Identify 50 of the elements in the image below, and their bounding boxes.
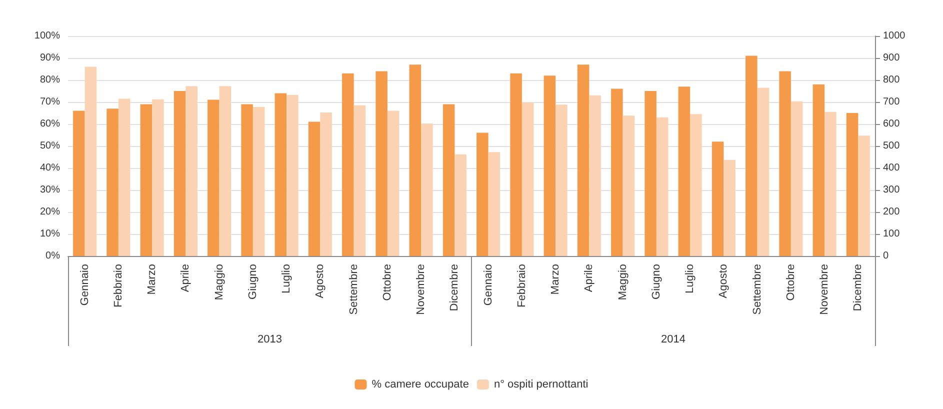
x-tick-label: Dicembre xyxy=(448,264,461,312)
x-tick-label: Febbraio xyxy=(112,264,124,308)
y-tick-label: 100% xyxy=(34,30,60,42)
legend-label: % camere occupate xyxy=(372,378,469,390)
y2-tick-label: 700 xyxy=(883,96,900,108)
y2-tick-label: 800 xyxy=(883,74,900,86)
x-tick-label: Gennaio xyxy=(78,264,91,306)
x-tick-label: Ottobre xyxy=(784,264,797,301)
y-tick-label: 80% xyxy=(40,74,60,86)
x-tick-label: Novembre xyxy=(818,264,831,315)
x-tick-label: Marzo xyxy=(146,264,158,295)
y2-tick-label: 200 xyxy=(883,206,900,218)
x-tick-label: Febbraio xyxy=(516,264,528,308)
y-tick-label: 60% xyxy=(40,118,60,130)
x-tick-label: Novembre xyxy=(415,264,428,315)
x-tick-label: Ottobre xyxy=(381,264,394,301)
y-tick-label: 0% xyxy=(46,250,60,262)
y-tick-label: 70% xyxy=(40,96,60,108)
y-tick-label: 20% xyxy=(40,206,60,218)
y2-tick-label: 100 xyxy=(883,228,900,240)
y-tick-label: 10% xyxy=(40,228,60,240)
y2-tick-label: 1000 xyxy=(883,30,906,42)
text: 2013 xyxy=(258,334,282,346)
y2-tick-label: 900 xyxy=(883,52,900,64)
y-tick-label: 50% xyxy=(40,140,60,152)
y2-tick-label: 500 xyxy=(883,140,900,152)
x-tick-label: Marzo xyxy=(550,264,562,295)
legend-label: n° ospiti pernottanti xyxy=(494,378,588,390)
text: 2014 xyxy=(661,334,686,346)
x-tick-label: Settembre xyxy=(348,264,360,315)
x-tick-label: Luglio xyxy=(684,264,696,294)
y2-tick-label: 0 xyxy=(883,250,889,262)
x-tick-label: Luglio xyxy=(280,264,293,294)
y-tick-label: 90% xyxy=(40,52,60,64)
x-tick-label: Aprile xyxy=(583,264,596,292)
y2-tick-label: 300 xyxy=(883,184,900,196)
y2-tick-label: 600 xyxy=(883,118,900,130)
x-tick-label: Gennaio xyxy=(482,264,494,306)
x-tick-label: Maggio xyxy=(616,264,629,300)
x-tick-label: Agosto xyxy=(314,264,326,298)
y2-tick-label: 400 xyxy=(883,162,900,174)
y-tick-label: 40% xyxy=(40,162,60,174)
x-tick-label: Maggio xyxy=(213,264,226,300)
x-tick-label: Dicembre xyxy=(852,264,864,312)
x-tick-label: Agosto xyxy=(718,264,730,298)
x-tick-label: Settembre xyxy=(751,264,764,315)
x-tick-label: Giugno xyxy=(650,264,662,300)
y-tick-label: 30% xyxy=(40,184,60,196)
x-tick-label: Giugno xyxy=(246,264,259,300)
x-tick-label: Aprile xyxy=(180,264,192,292)
